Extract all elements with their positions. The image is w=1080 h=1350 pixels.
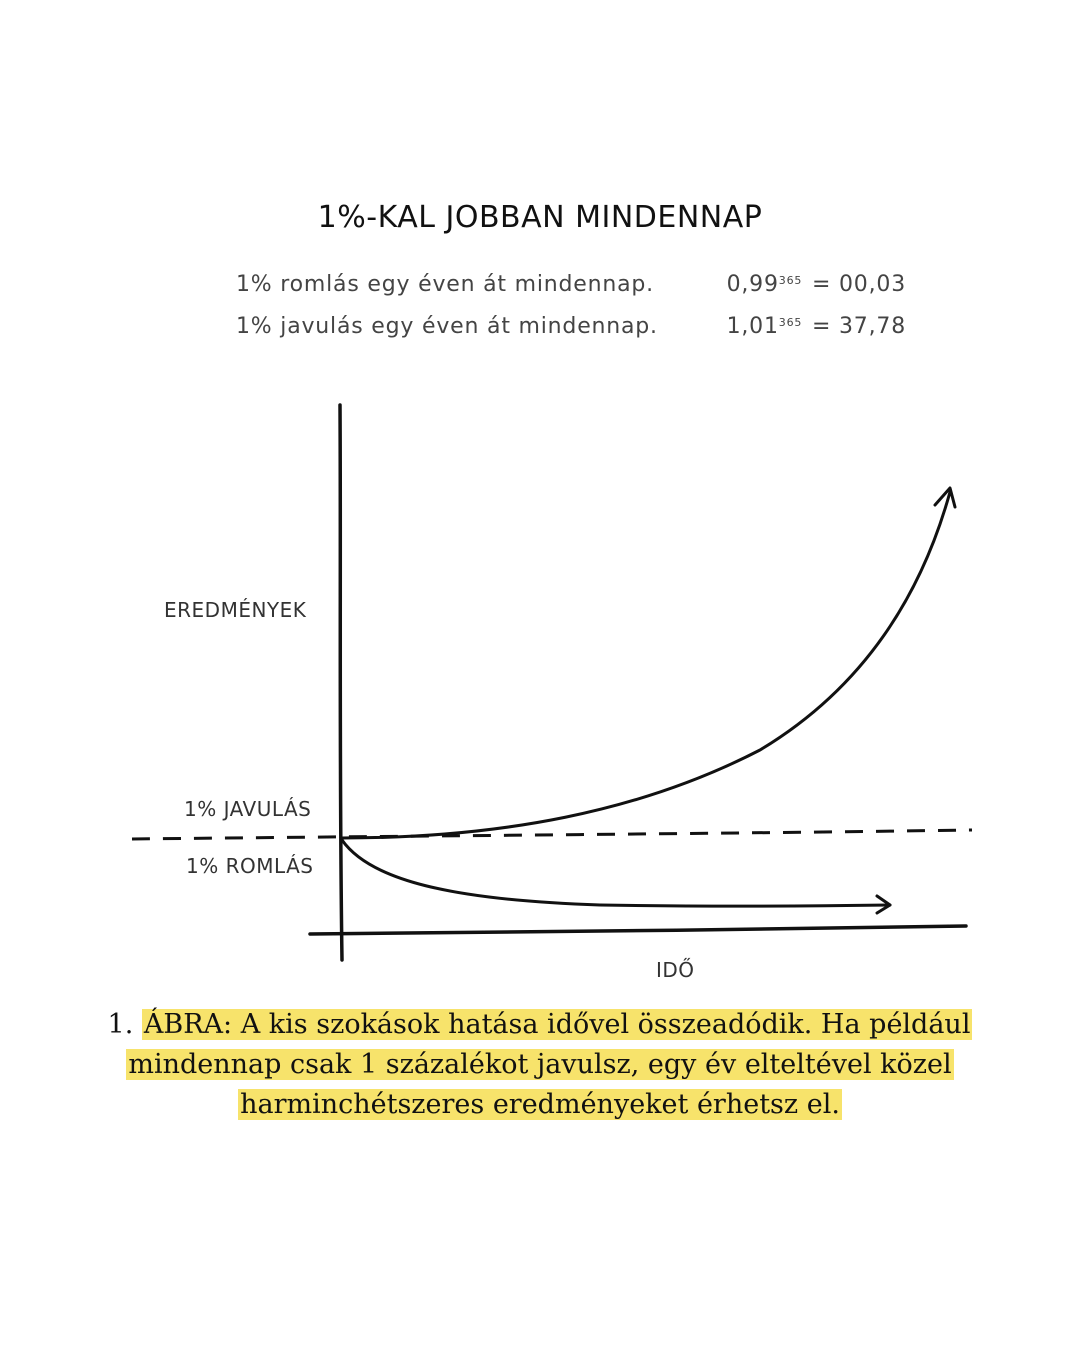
decline-equation: 0,99365 = 00,03 <box>727 272 906 297</box>
improvement-exponent: 365 <box>778 316 803 329</box>
y-axis-label: EREDMÉNYEK <box>164 598 307 622</box>
improvement-result: = 37,78 <box>811 314 906 339</box>
x-axis <box>308 924 968 936</box>
figure-caption: 1. ÁBRA: A kis szokások hatása idővel ös… <box>90 1005 990 1125</box>
decline-exponent: 365 <box>778 274 803 287</box>
improvement-label: 1% JAVULÁS <box>184 797 311 821</box>
growth-diagram: EREDMÉNYEK 1% JAVULÁS 1% ROMLÁS IDŐ <box>131 403 973 982</box>
caption-line-3: harminchétszeres eredményeket érhetsz el… <box>90 1085 990 1125</box>
decline-base: 0,99 <box>726 272 779 297</box>
improvement-arrowhead <box>933 486 957 509</box>
caption-line-1: 1. ÁBRA: A kis szokások hatása idővel ös… <box>90 1005 990 1045</box>
caption-highlight-2: mindennap csak 1 százalékot javulsz, egy… <box>126 1049 954 1080</box>
formula-row-decline: 1% romlás egy éven át mindennap. 0,99365… <box>236 272 906 306</box>
caption-number: 1. <box>107 1009 134 1040</box>
caption-line-2: mindennap csak 1 százalékot javulsz, egy… <box>90 1045 990 1085</box>
decline-curve <box>340 838 892 908</box>
decline-description: 1% romlás egy éven át mindennap. <box>236 272 654 297</box>
decline-result: = 00,03 <box>811 272 906 297</box>
baseline-dashed-line <box>131 828 973 841</box>
caption-highlight-1: ÁBRA: A kis szokások hatása idővel össze… <box>141 1009 973 1040</box>
y-axis <box>338 403 344 962</box>
improvement-equation: 1,01365 = 37,78 <box>727 314 906 339</box>
improvement-curve <box>340 490 952 840</box>
decline-label: 1% ROMLÁS <box>186 854 313 878</box>
improvement-description: 1% javulás egy éven át mindennap. <box>236 314 658 339</box>
caption-highlight-3: harminchétszeres eredményeket érhetsz el… <box>238 1089 842 1120</box>
x-axis-label: IDŐ <box>656 958 695 982</box>
decline-arrowhead <box>875 894 892 915</box>
improvement-base: 1,01 <box>726 314 779 339</box>
figure-title: 1%-KAL JOBBAN MINDENNAP <box>317 200 763 235</box>
formula-row-improvement: 1% javulás egy éven át mindennap. 1,0136… <box>236 314 906 348</box>
